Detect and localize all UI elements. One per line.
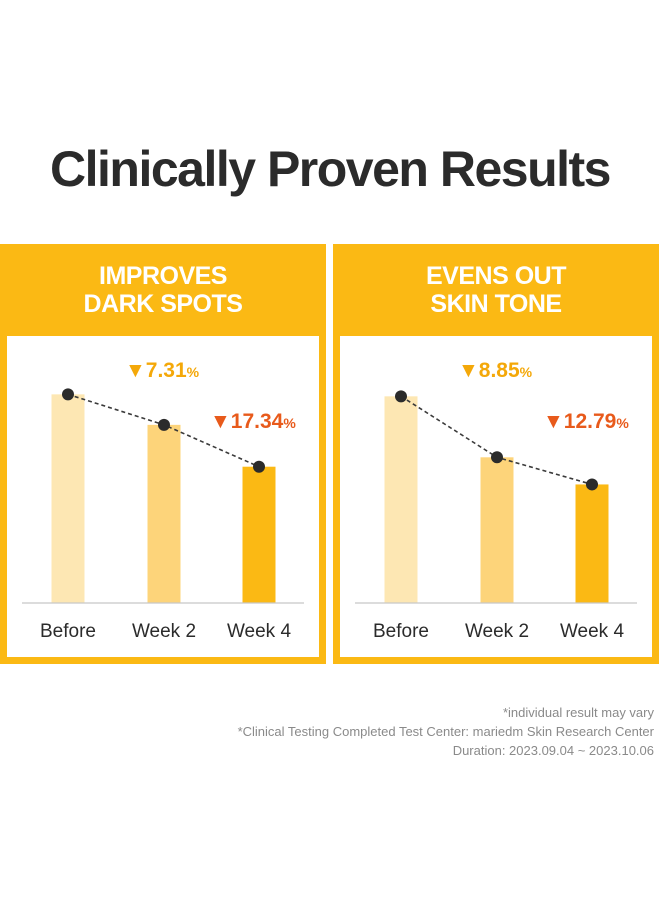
reduction-label: ▼17.34%: [210, 410, 296, 433]
footnote: *individual result may vary: [502, 705, 654, 720]
bar-chart: Before Week 2 Week 4▼8.85%▼12.79%: [355, 359, 637, 642]
data-point: [253, 460, 265, 473]
reduction-unit: %: [616, 415, 629, 431]
reduction-unit: %: [187, 364, 200, 380]
footnote: *Clinical Testing Completed Test Center:…: [237, 724, 654, 739]
x-tick-label: Week 2: [465, 621, 529, 642]
reduction-label: ▼12.79%: [543, 410, 629, 433]
chart-title: EVENS OUT SKIN TONE: [333, 262, 659, 318]
reduction-label: ▼8.85%: [458, 359, 533, 382]
reduction-label: ▼7.31%: [125, 359, 200, 382]
bar-before: [51, 394, 85, 603]
data-point: [62, 388, 74, 401]
bar-week-4: [575, 484, 609, 603]
bar-week-2: [147, 424, 181, 603]
reduction-unit: %: [283, 415, 296, 431]
reduction-value: 17.34: [231, 410, 284, 433]
chart-title-line: EVENS OUT: [426, 262, 566, 290]
bar-before: [384, 396, 418, 603]
data-point: [158, 418, 170, 431]
data-point: [395, 390, 407, 403]
page-title: Clinically Proven Results: [50, 141, 611, 197]
down-arrow-icon: ▼: [210, 410, 231, 433]
bar-week-4: [242, 466, 276, 603]
chart-title: IMPROVES DARK SPOTS: [0, 262, 326, 318]
data-point: [491, 451, 503, 464]
bar-chart: Before Week 2 Week 4▼7.31%▼17.34%: [22, 359, 304, 642]
chart-title-line: IMPROVES: [99, 262, 227, 290]
down-arrow-icon: ▼: [543, 410, 564, 433]
x-tick-label: Week 4: [560, 621, 625, 642]
chart-area: Before Week 2 Week 4 ▼8.85% ▼12.79%: [340, 336, 652, 657]
footnote: Duration: 2023.09.04 ~ 2023.10.06: [452, 743, 654, 758]
chart-panel-skin-tone: EVENS OUT SKIN TONE Before Week 2 Week 4 ▼8…: [333, 244, 659, 664]
chart-panel-dark-spots: IMPROVES DARK SPOTS Before Week 2 Week 4 ▼7…: [0, 244, 326, 664]
chart-title-line: SKIN TONE: [430, 290, 562, 318]
data-point: [586, 478, 598, 491]
chart-area: Before Week 2 Week 4 ▼7.31% ▼17.34%: [7, 336, 319, 657]
reduction-unit: %: [520, 364, 533, 380]
x-tick-label: Before: [40, 621, 96, 642]
reduction-value: 12.79: [564, 410, 617, 433]
x-tick-label: Week 2: [132, 621, 196, 642]
down-arrow-icon: ▼: [125, 359, 146, 382]
footnotes: *individual result may vary *Clinical Te…: [238, 703, 654, 760]
reduction-value: 7.31: [146, 359, 187, 382]
bar-week-2: [480, 457, 514, 603]
x-tick-label: Before: [373, 621, 429, 642]
chart-title-line: DARK SPOTS: [83, 290, 243, 318]
x-tick-label: Week 4: [227, 621, 292, 642]
down-arrow-icon: ▼: [458, 359, 479, 382]
reduction-value: 8.85: [479, 359, 520, 382]
